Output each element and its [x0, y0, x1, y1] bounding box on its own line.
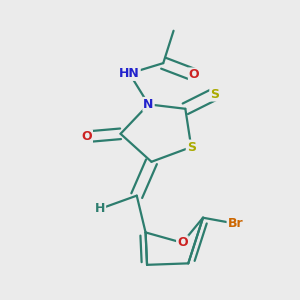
Text: H: H — [95, 202, 105, 215]
Text: O: O — [81, 130, 92, 143]
Text: N: N — [143, 98, 154, 111]
Text: S: S — [187, 141, 196, 154]
Text: S: S — [210, 88, 219, 100]
Text: Br: Br — [228, 217, 243, 230]
Text: O: O — [177, 236, 188, 249]
Text: HN: HN — [119, 67, 140, 80]
Text: O: O — [189, 68, 200, 81]
